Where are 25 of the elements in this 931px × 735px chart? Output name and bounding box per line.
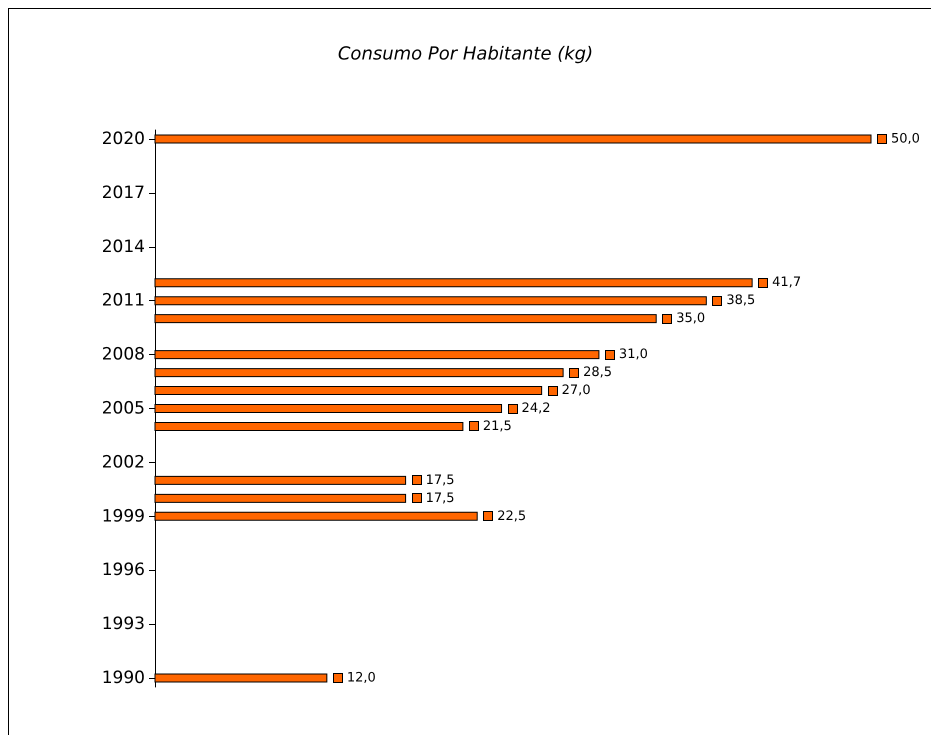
y-tick-label: 1990 [102,668,145,688]
data-label: 12,0 [346,670,376,686]
data-label: 27,0 [562,383,591,398]
data-label: 35,0 [676,311,706,326]
data-label: 24,2 [522,401,550,416]
data-label: 31,0 [618,347,648,362]
y-tick-label: 2020 [102,128,145,149]
y-tick-label: 2002 [102,452,145,472]
data-label: 17,5 [426,472,455,488]
y-tick-label: 1996 [102,560,145,580]
data-label: 17,5 [426,490,455,506]
data-label: 41,7 [772,275,802,290]
data-label: 50,0 [891,131,920,146]
y-tick-label: 2008 [102,344,145,365]
data-label: 21,5 [482,418,512,434]
data-label: 28,5 [583,365,612,380]
data-label: 38,5 [726,293,756,308]
y-tick-label: 1999 [102,506,145,526]
y-tick-label: 2011 [102,290,145,311]
y-tick-label: 2017 [102,182,145,203]
data-label: 22,5 [497,508,526,524]
y-tick-label: 2014 [102,236,145,257]
y-tick-label: 1993 [102,614,145,634]
chart-title: Consumo Por Habitante (kg) [338,44,594,64]
y-tick-label: 2005 [102,398,145,418]
